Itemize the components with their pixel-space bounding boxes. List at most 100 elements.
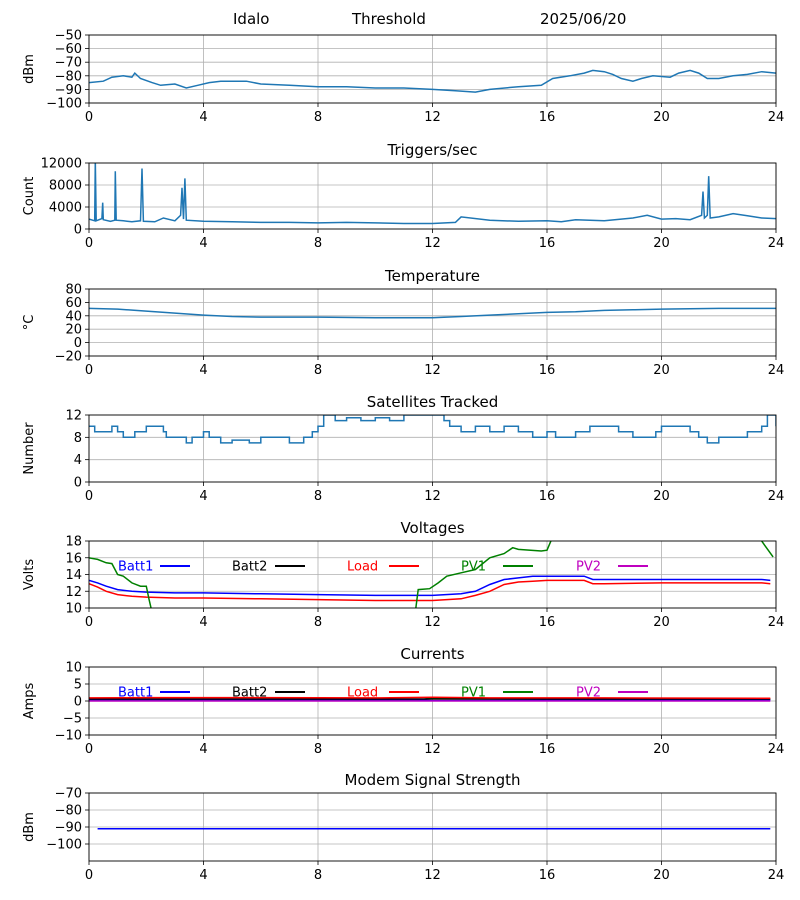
x-tick-label: 0 [85, 868, 93, 883]
x-tick-label: 0 [85, 742, 93, 757]
y-tick-label: 0 [74, 223, 82, 238]
legend-label-batt1: Batt1 [118, 686, 153, 701]
y-tick-label: −20 [55, 350, 82, 365]
x-tick-label: 8 [314, 363, 322, 378]
y-tick-label: −10 [55, 729, 82, 744]
x-tick-label: 8 [314, 615, 322, 630]
chart-title: Satellites Tracked [367, 393, 498, 411]
x-tick-label: 16 [539, 236, 556, 251]
x-tick-label: 0 [85, 363, 93, 378]
x-tick-label: 16 [539, 110, 556, 125]
y-tick-label: −80 [55, 804, 82, 819]
legend-label-pv2: PV2 [576, 560, 601, 575]
x-tick-label: 4 [199, 489, 207, 504]
chart-title: Voltages [400, 519, 464, 537]
y-tick-label: −5 [63, 712, 82, 727]
chart-satellites: 0 4 8 12 16 20 24 0 4 8 12 Satellites Tracked Number [22, 393, 784, 504]
x-tick-label: 20 [653, 615, 670, 630]
y-tick-label: 40 [65, 309, 82, 324]
series-line-pv1 [89, 541, 774, 608]
x-tick-label: 4 [199, 236, 207, 251]
y-tick-label: 14 [65, 568, 82, 583]
y-tick-label: 10 [65, 661, 82, 676]
x-tick-label: 8 [314, 742, 322, 757]
station-name: Idalo [233, 10, 270, 28]
y-axis-label: °C [22, 315, 37, 331]
y-tick-label: 60 [65, 296, 82, 311]
x-tick-label: 24 [768, 742, 785, 757]
series-line [89, 307, 776, 319]
x-tick-label: 8 [314, 110, 322, 125]
x-tick-label: 16 [539, 489, 556, 504]
y-tick-label: 10 [65, 602, 82, 617]
y-tick-label: −70 [55, 787, 82, 802]
legend-label-pv1: PV1 [461, 686, 486, 701]
y-tick-label: 80 [65, 283, 82, 298]
x-tick-label: 24 [768, 110, 785, 125]
y-tick-label: −100 [46, 97, 82, 112]
y-tick-label: −100 [46, 838, 82, 853]
y-tick-label: 5 [74, 678, 82, 693]
y-tick-label: 8000 [49, 179, 82, 194]
series-line [89, 415, 776, 444]
y-tick-label: −60 [55, 42, 82, 57]
x-tick-label: 24 [768, 363, 785, 378]
x-tick-label: 12 [424, 615, 441, 630]
x-tick-label: 16 [539, 868, 556, 883]
x-tick-label: 12 [424, 363, 441, 378]
y-tick-label: 12000 [41, 157, 82, 172]
report-date: 2025/06/20 [540, 10, 627, 28]
y-tick-label: −80 [55, 69, 82, 84]
x-tick-label: 0 [85, 236, 93, 251]
chart-title: Temperature [384, 267, 480, 285]
x-tick-label: 4 [199, 110, 207, 125]
x-tick-label: 16 [539, 363, 556, 378]
legend-label-load: Load [347, 560, 378, 575]
x-tick-label: 20 [653, 742, 670, 757]
x-tick-label: 24 [768, 615, 785, 630]
legend-label-load: Load [347, 686, 378, 701]
y-tick-label: 12 [65, 409, 82, 424]
x-tick-label: 24 [768, 489, 785, 504]
legend-label-pv2: PV2 [576, 686, 601, 701]
x-tick-label: 24 [768, 236, 785, 251]
legend-label-batt1: Batt1 [118, 560, 153, 575]
chart-title: Modem Signal Strength [345, 771, 521, 789]
y-tick-label: −70 [55, 56, 82, 71]
y-axis-label: dBm [22, 812, 37, 842]
x-tick-label: 4 [199, 615, 207, 630]
trigger-mode: Threshold [352, 10, 426, 28]
x-tick-label: 8 [314, 489, 322, 504]
y-tick-label: 4000 [49, 201, 82, 216]
y-axis-label: Amps [22, 682, 37, 719]
x-tick-label: 12 [424, 742, 441, 757]
chart-title: Currents [400, 645, 464, 663]
y-tick-label: 16 [65, 551, 82, 566]
x-tick-label: 4 [199, 868, 207, 883]
y-tick-label: 18 [65, 535, 82, 550]
chart-triggers: 0 4 8 12 16 20 24 0 4000 8000 12000 Triggers/sec Cou… [22, 141, 784, 251]
x-tick-label: 12 [424, 110, 441, 125]
legend-label-batt2: Batt2 [232, 560, 267, 575]
x-tick-label: 20 [653, 868, 670, 883]
series-line [89, 69, 776, 93]
y-tick-label: 20 [65, 323, 82, 338]
legend-label-pv1: PV1 [461, 560, 486, 575]
x-tick-label: 20 [653, 363, 670, 378]
y-tick-label: −50 [55, 29, 82, 44]
x-tick-label: 0 [85, 615, 93, 630]
y-tick-label: 4 [74, 453, 82, 468]
x-tick-label: 20 [653, 110, 670, 125]
series-line [89, 163, 776, 225]
y-tick-label: 12 [65, 585, 82, 600]
y-axis-label: Volts [22, 559, 37, 591]
x-tick-label: 8 [314, 868, 322, 883]
x-tick-label: 16 [539, 615, 556, 630]
x-tick-label: 12 [424, 236, 441, 251]
x-tick-label: 0 [85, 110, 93, 125]
x-tick-label: 4 [199, 742, 207, 757]
y-tick-label: 0 [74, 336, 82, 351]
